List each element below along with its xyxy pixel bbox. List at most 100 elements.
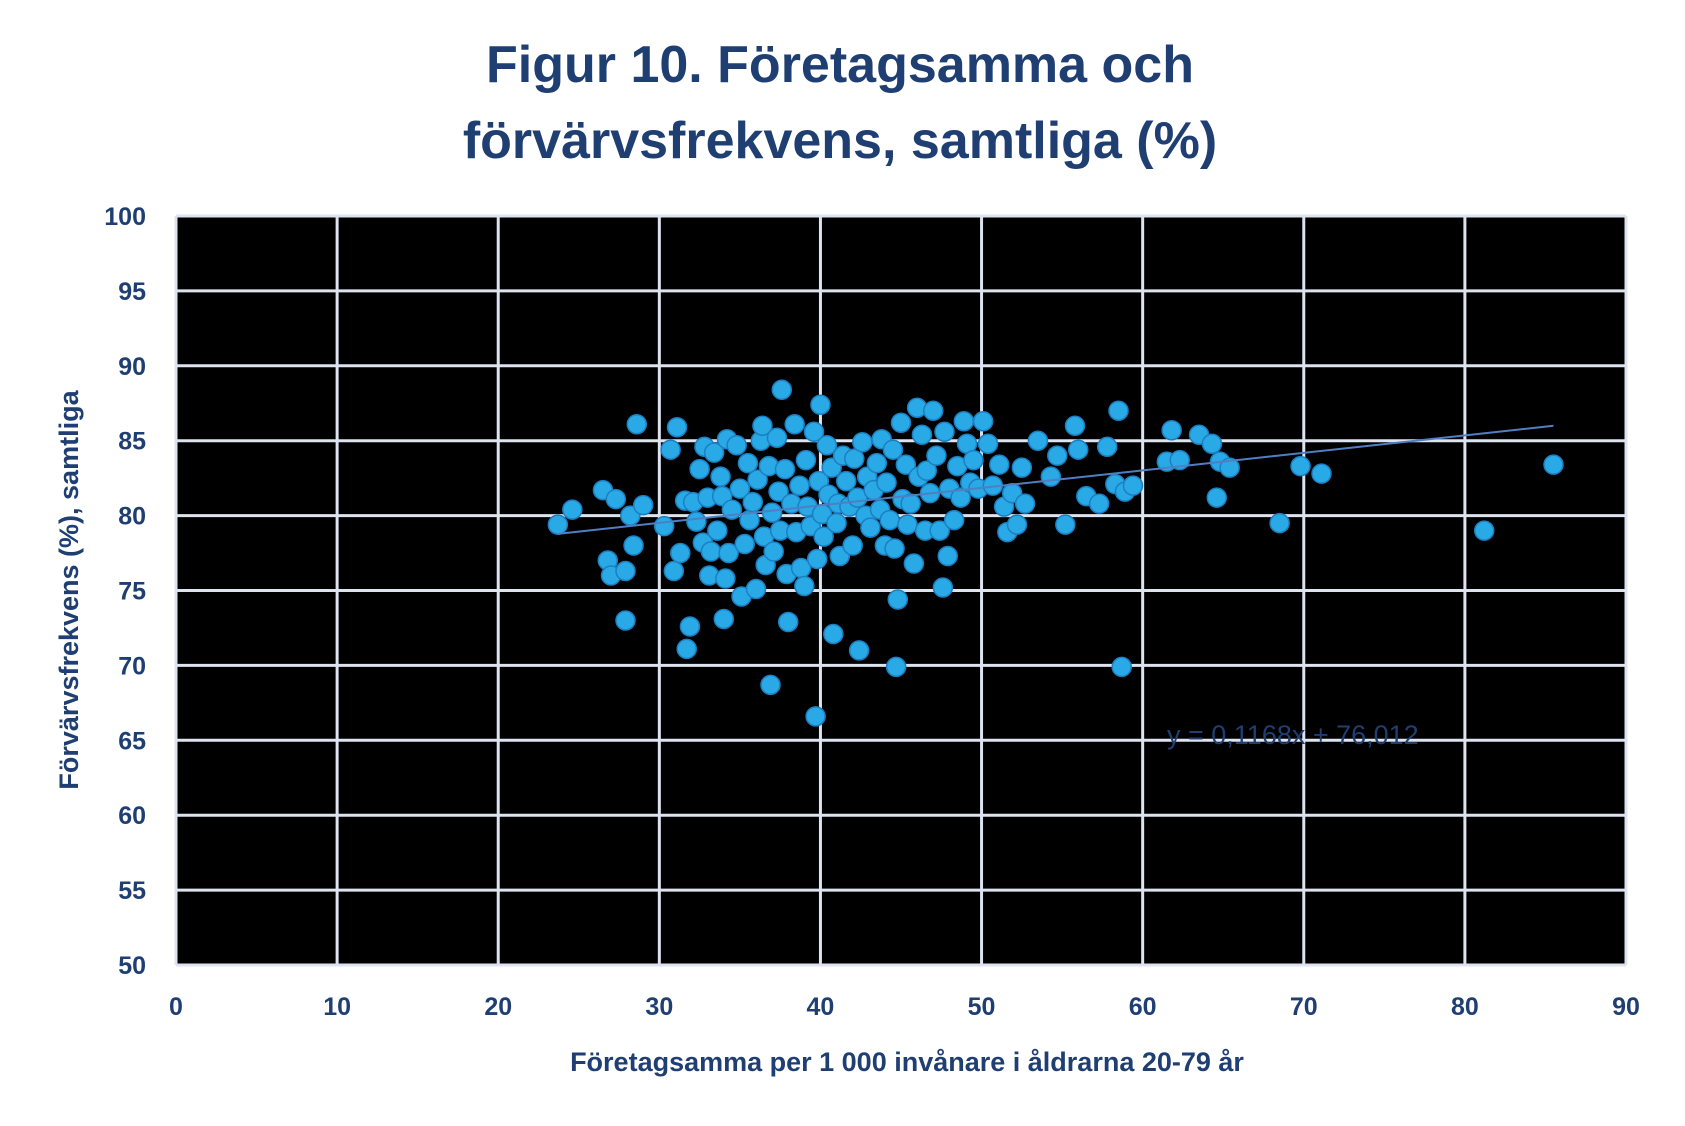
trendline <box>557 424 1554 535</box>
y-tick-label: 90 <box>118 353 146 381</box>
data-point <box>963 449 984 471</box>
data-point <box>926 445 947 466</box>
data-point <box>806 548 828 570</box>
y-tick-label: 85 <box>118 428 146 456</box>
data-point <box>734 533 755 555</box>
y-tick-label: 95 <box>118 278 146 306</box>
data-point <box>803 421 825 442</box>
data-point <box>916 460 938 481</box>
data-point <box>932 577 954 598</box>
data-point <box>900 493 921 514</box>
data-point <box>747 469 768 490</box>
data-point <box>737 452 759 474</box>
data-point <box>810 394 831 415</box>
data-point <box>950 487 971 508</box>
y-tick-label: 80 <box>118 503 146 531</box>
data-point <box>903 553 925 574</box>
data-point <box>823 623 844 645</box>
data-point <box>742 491 764 513</box>
data-point <box>1473 520 1495 541</box>
data-point <box>860 517 881 538</box>
data-point <box>922 400 944 421</box>
data-point <box>615 610 636 631</box>
data-point <box>911 424 933 445</box>
data-point <box>1064 415 1086 436</box>
data-point <box>934 421 955 442</box>
data-point <box>795 449 817 471</box>
data-point <box>953 410 975 432</box>
y-axis-title: Förvärvsfrekvens (%), samtliga <box>54 389 84 789</box>
data-point <box>774 458 796 480</box>
data-point <box>686 511 707 532</box>
data-point <box>842 535 863 556</box>
y-axis-ticks: 50 55 60 65 70 75 80 85 90 95 100 <box>104 203 146 980</box>
y-tick-label: 60 <box>118 802 146 830</box>
data-point <box>826 512 847 534</box>
data-point <box>876 472 897 493</box>
x-tick-label: 20 <box>484 993 512 1021</box>
data-point <box>813 526 834 547</box>
data-point <box>1096 436 1118 457</box>
data-point <box>663 560 685 582</box>
data-point <box>882 439 904 460</box>
data-point <box>726 434 747 456</box>
data-point <box>835 470 857 492</box>
gridlines <box>174 214 1628 967</box>
data-point <box>713 608 735 630</box>
data-point <box>626 413 648 435</box>
data-point <box>1543 454 1564 475</box>
data-point <box>989 454 1010 475</box>
x-tick-label: 70 <box>1290 993 1318 1021</box>
x-axis-ticks: 0 10 20 30 40 50 60 70 80 90 <box>169 993 1640 1021</box>
data-point <box>805 706 826 727</box>
data-point <box>852 431 873 453</box>
data-point <box>1161 419 1182 441</box>
data-point <box>1108 400 1129 421</box>
data-point <box>1011 457 1033 478</box>
data-point <box>1269 512 1290 534</box>
y-tick-label: 100 <box>104 203 146 231</box>
data-point <box>547 514 569 535</box>
data-point <box>1311 463 1332 484</box>
data-point <box>897 514 918 535</box>
data-point <box>887 589 909 610</box>
data-point <box>1122 475 1144 496</box>
data-point <box>703 442 725 463</box>
data-point <box>844 448 865 469</box>
data-point <box>1027 430 1049 451</box>
x-tick-label: 40 <box>807 993 835 1021</box>
data-point <box>1111 656 1132 678</box>
data-point <box>676 638 697 660</box>
y-tick-label: 75 <box>118 578 146 606</box>
data-point <box>848 640 870 661</box>
data-point <box>623 535 644 556</box>
data-point <box>760 674 781 696</box>
data-point <box>885 656 907 678</box>
data-point <box>879 509 900 531</box>
data-point <box>729 478 751 499</box>
y-tick-label: 65 <box>118 727 146 755</box>
data-point <box>784 413 805 435</box>
data-point <box>771 379 793 401</box>
data-point <box>666 416 688 438</box>
data-point <box>763 541 784 562</box>
data-point <box>761 502 783 523</box>
data-point <box>943 509 965 531</box>
data-point <box>766 427 788 448</box>
trendline-equation: y = 0,1168x + 76,012 <box>1167 720 1419 750</box>
x-tick-label: 50 <box>968 993 996 1021</box>
data-point <box>653 515 675 537</box>
data-point <box>615 560 636 582</box>
x-tick-label: 30 <box>645 993 673 1021</box>
data-point <box>929 520 950 541</box>
data-point <box>1206 487 1228 508</box>
data-point <box>710 466 731 487</box>
data-point <box>1006 514 1028 535</box>
data-point <box>972 410 994 432</box>
y-tick-label: 55 <box>118 877 146 905</box>
data-point <box>794 575 815 597</box>
chart-title-line-2: förvärvsfrekvens, samtliga (%) <box>463 112 1217 170</box>
data-point <box>1219 457 1240 478</box>
